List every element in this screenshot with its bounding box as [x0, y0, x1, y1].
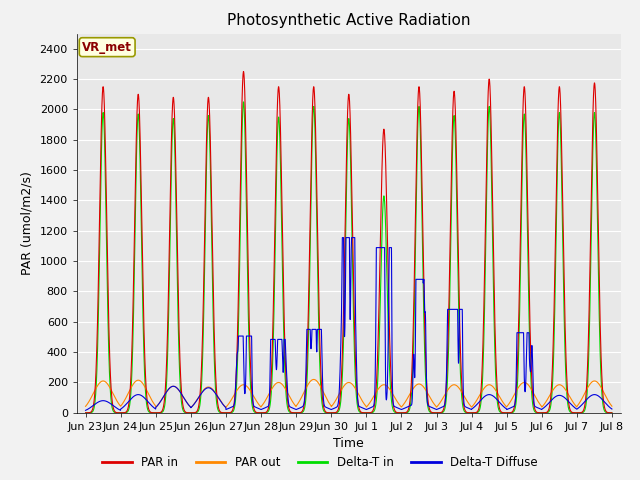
- Text: VR_met: VR_met: [82, 41, 132, 54]
- Y-axis label: PAR (umol/m2/s): PAR (umol/m2/s): [21, 171, 34, 275]
- X-axis label: Time: Time: [333, 437, 364, 450]
- Legend: PAR in, PAR out, Delta-T in, Delta-T Diffuse: PAR in, PAR out, Delta-T in, Delta-T Dif…: [97, 452, 543, 474]
- Title: Photosynthetic Active Radiation: Photosynthetic Active Radiation: [227, 13, 470, 28]
